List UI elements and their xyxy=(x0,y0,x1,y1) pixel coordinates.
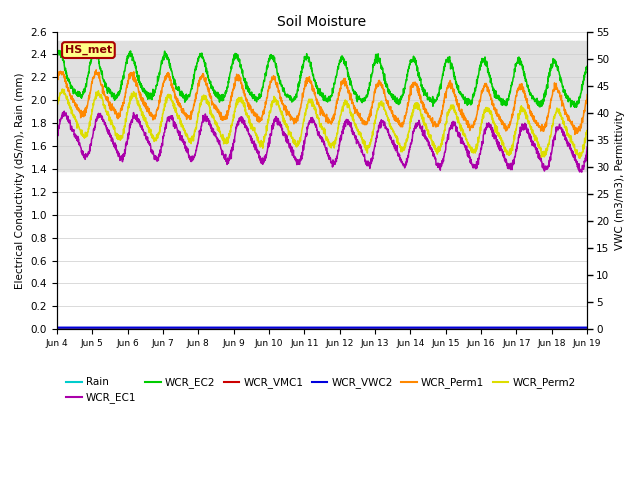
Y-axis label: Electrical Conductivity (dS/m), Rain (mm): Electrical Conductivity (dS/m), Rain (mm… xyxy=(15,72,25,288)
Title: Soil Moisture: Soil Moisture xyxy=(278,15,367,29)
Text: HS_met: HS_met xyxy=(65,45,112,55)
Legend: Rain, WCR_EC1, WCR_EC2, WCR_VMC1, WCR_VWC2, WCR_Perm1, WCR_Perm2: Rain, WCR_EC1, WCR_EC2, WCR_VMC1, WCR_VW… xyxy=(62,373,580,408)
Y-axis label: VWC (m3/m3), Permittivity: VWC (m3/m3), Permittivity xyxy=(615,110,625,251)
Bar xyxy=(57,41,587,171)
